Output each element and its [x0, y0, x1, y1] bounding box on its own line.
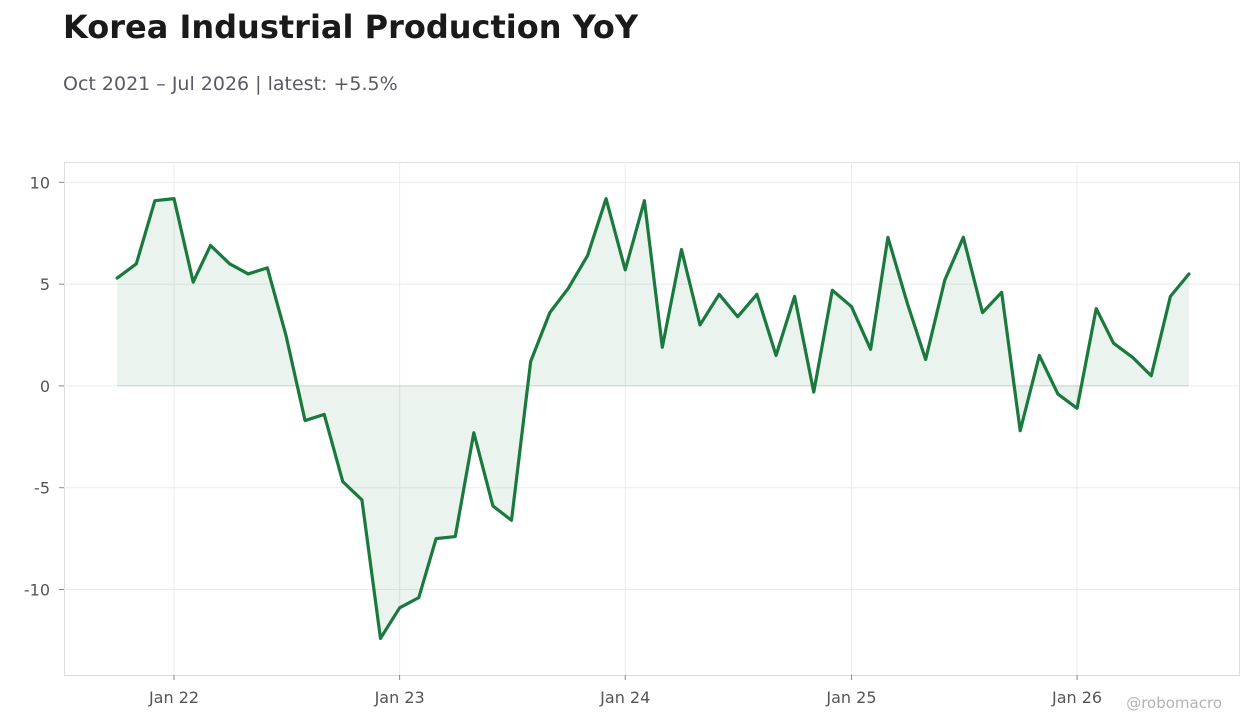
data-point	[454, 535, 457, 538]
data-point	[135, 262, 138, 265]
data-point	[775, 354, 778, 357]
data-point	[1056, 393, 1059, 396]
chart-title: Korea Industrial Production YoY	[63, 8, 639, 46]
data-point	[812, 391, 815, 394]
data-point	[435, 537, 438, 540]
data-point	[1000, 291, 1003, 294]
data-point	[886, 236, 889, 239]
x-tick-label: Jan 26	[1051, 688, 1102, 707]
data-point	[548, 311, 551, 314]
data-point	[661, 346, 664, 349]
series-line	[115, 197, 1191, 640]
data-point	[341, 480, 344, 483]
data-point	[1076, 407, 1079, 410]
data-point	[247, 272, 250, 275]
data-point	[1038, 354, 1041, 357]
data-point	[1112, 342, 1115, 345]
y-tick-label: 5	[40, 275, 50, 294]
data-point	[1095, 307, 1098, 310]
data-point	[116, 277, 119, 280]
data-point	[228, 262, 231, 265]
data-point	[924, 358, 927, 361]
data-point	[605, 197, 608, 200]
data-point	[153, 199, 156, 202]
data-point	[699, 323, 702, 326]
data-point	[360, 498, 363, 501]
data-point	[491, 505, 494, 508]
y-tick-label: 10	[30, 173, 50, 192]
data-point	[379, 637, 382, 640]
data-point	[1019, 429, 1022, 432]
data-point	[793, 295, 796, 298]
grid-layer	[64, 162, 1239, 675]
data-point	[529, 360, 532, 363]
series-area	[117, 198, 1189, 639]
data-point	[1150, 374, 1153, 377]
data-point	[850, 305, 853, 308]
x-tick-label: Jan 22	[148, 688, 199, 707]
data-point	[1169, 295, 1172, 298]
data-point	[831, 289, 834, 292]
data-point	[962, 236, 965, 239]
data-point	[472, 431, 475, 434]
data-point	[624, 268, 627, 271]
y-axis: 10 5 0 -5 -10	[24, 173, 64, 600]
data-point	[398, 606, 401, 609]
data-point	[323, 413, 326, 416]
data-point	[906, 301, 909, 304]
chart-subtitle: Oct 2021 – Jul 2026 | latest: +5.5%	[63, 73, 398, 95]
data-point	[1131, 356, 1134, 359]
data-point	[417, 596, 420, 599]
data-point	[192, 281, 195, 284]
x-axis: Jan 22 Jan 23 Jan 24 Jan 25 Jan 26	[148, 675, 1102, 707]
y-tick-label: -5	[34, 479, 50, 498]
data-point	[284, 334, 287, 337]
data-point	[755, 293, 758, 296]
data-point	[869, 348, 872, 351]
watermark: @robomacro	[1126, 694, 1222, 712]
plot-frame	[64, 162, 1240, 676]
data-point	[304, 419, 307, 422]
data-point	[718, 293, 721, 296]
data-point	[567, 287, 570, 290]
data-point	[1187, 272, 1190, 275]
data-point	[643, 199, 646, 202]
data-point	[981, 311, 984, 314]
data-point	[736, 315, 739, 318]
y-tick-label: 0	[40, 377, 50, 396]
x-tick-label: Jan 25	[825, 688, 876, 707]
data-point	[209, 244, 212, 247]
x-tick-label: Jan 23	[374, 688, 425, 707]
line-layer	[115, 197, 1191, 640]
y-tick-label: -10	[24, 581, 50, 600]
data-point	[266, 266, 269, 269]
data-point	[680, 248, 683, 251]
data-point	[586, 254, 589, 257]
data-point	[173, 197, 176, 200]
data-point	[510, 519, 513, 522]
data-point	[943, 279, 946, 282]
x-tick-label: Jan 24	[599, 688, 650, 707]
